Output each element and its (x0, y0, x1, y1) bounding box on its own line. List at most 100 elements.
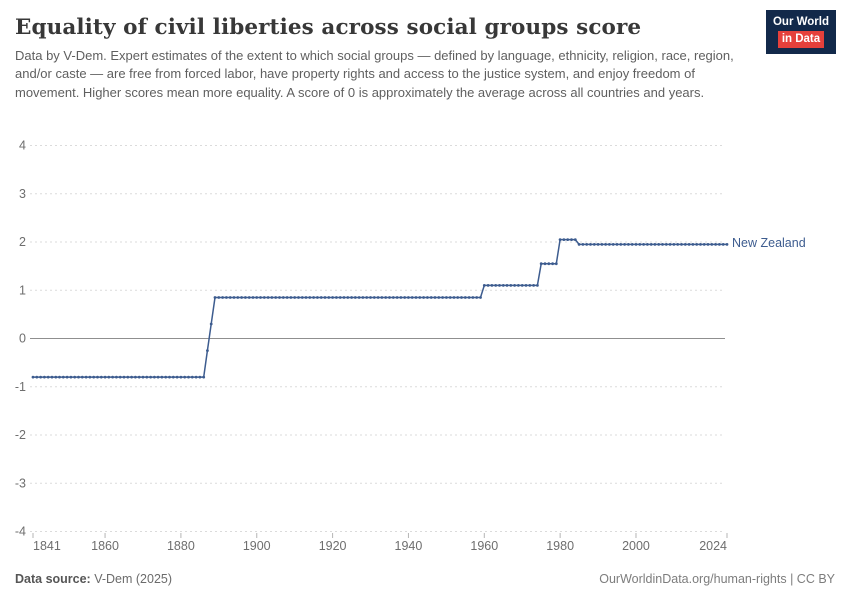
data-point (346, 296, 350, 299)
data-point (642, 243, 645, 246)
x-tick-label: 1960 (470, 539, 498, 553)
data-point (353, 296, 357, 299)
data-point (168, 375, 171, 379)
data-point (714, 243, 717, 246)
data-point (725, 243, 729, 246)
data-point (498, 284, 501, 287)
data-point (634, 243, 638, 246)
data-point (278, 296, 281, 299)
data-point (680, 243, 683, 246)
data-point (319, 296, 323, 299)
data-point (460, 296, 463, 299)
series-line (33, 238, 727, 378)
data-point (558, 238, 562, 242)
data-point (532, 284, 535, 287)
data-point (706, 243, 710, 246)
data-point (69, 375, 73, 379)
data-source-label: Data source: (15, 572, 91, 586)
x-tick-label: 1920 (319, 539, 347, 553)
data-point (118, 375, 122, 379)
data-point (274, 296, 278, 299)
data-source: Data source: V-Dem (2025) (15, 572, 172, 586)
data-point (160, 375, 164, 379)
data-point (149, 375, 153, 379)
data-point (448, 296, 452, 299)
data-point (702, 243, 706, 246)
data-point (221, 296, 225, 299)
data-point (399, 296, 403, 299)
data-point (122, 375, 126, 379)
data-source-value: V-Dem (2025) (90, 572, 173, 586)
data-point (316, 296, 319, 299)
series-label[interactable]: New Zealand (732, 236, 806, 251)
data-point (50, 375, 54, 379)
data-point (262, 296, 266, 299)
data-point (357, 296, 361, 299)
data-point (524, 284, 528, 287)
data-point (103, 375, 107, 379)
data-point (710, 243, 714, 246)
page-title: Equality of civil liberties across socia… (15, 15, 642, 40)
data-point (429, 296, 433, 299)
data-point (361, 296, 365, 299)
data-point (88, 375, 92, 379)
data-point (335, 296, 338, 299)
data-point (456, 296, 460, 299)
data-point (247, 296, 251, 299)
data-point (452, 296, 456, 299)
data-point (494, 284, 498, 287)
data-point (225, 296, 228, 299)
data-point (308, 296, 312, 299)
data-point (171, 375, 175, 379)
credit-link[interactable]: OurWorldinData.org/human-rights | CC BY (599, 572, 835, 586)
data-point (403, 296, 407, 299)
data-point (130, 375, 134, 379)
y-tick-label: 4 (19, 139, 26, 153)
owid-logo-line1: Our World (772, 16, 829, 28)
data-point (164, 375, 168, 379)
data-point (441, 296, 444, 299)
data-point (414, 296, 418, 299)
data-point (543, 262, 547, 266)
data-point (372, 296, 376, 299)
data-point (479, 296, 482, 299)
data-point (54, 375, 58, 379)
data-point (217, 296, 221, 299)
owid-logo[interactable]: Our World in Data (765, 10, 836, 54)
x-tick-label: 1860 (91, 539, 119, 553)
data-point (92, 375, 96, 379)
data-point (395, 296, 399, 299)
data-point (194, 375, 198, 379)
data-point (619, 243, 623, 246)
data-point (228, 296, 232, 299)
data-point (209, 322, 213, 326)
data-point (566, 238, 570, 242)
data-point (653, 243, 657, 246)
data-point (517, 284, 520, 287)
data-point (592, 243, 596, 246)
x-tick-label: 1980 (546, 539, 574, 553)
data-point (577, 243, 581, 246)
data-point (213, 296, 217, 299)
data-point (581, 243, 585, 246)
chart-header: Equality of civil liberties across socia… (0, 0, 850, 102)
data-point (627, 243, 630, 246)
data-point (369, 296, 372, 299)
data-point (649, 243, 653, 246)
data-point (585, 243, 589, 246)
data-point (570, 238, 573, 242)
data-point (547, 262, 551, 266)
data-point (608, 243, 611, 246)
data-point (300, 296, 304, 299)
data-point (126, 375, 130, 379)
data-point (338, 296, 342, 299)
data-point (266, 296, 270, 299)
data-point (156, 375, 160, 379)
x-tick-label: 2024 (699, 539, 727, 553)
data-point (445, 296, 448, 299)
data-point (39, 375, 42, 379)
data-point (80, 375, 84, 379)
data-point (293, 296, 297, 299)
